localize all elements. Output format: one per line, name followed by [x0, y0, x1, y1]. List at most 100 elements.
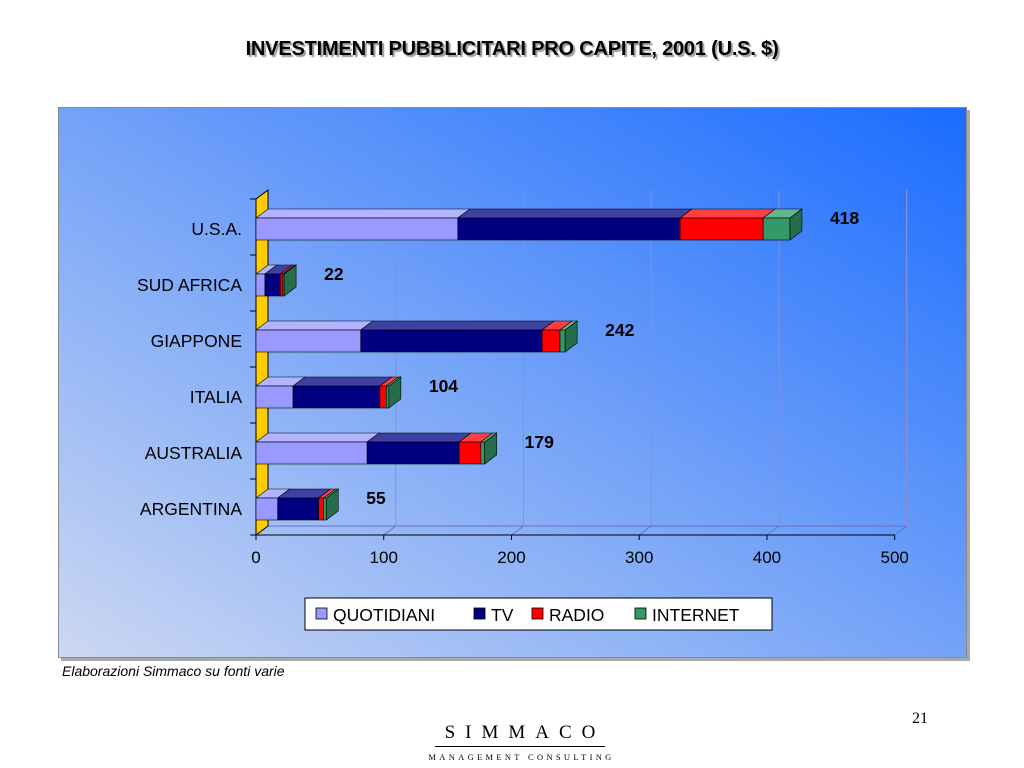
gridlines — [255, 190, 908, 536]
bar-front-face — [679, 217, 764, 241]
x-tick-label: 0 — [251, 548, 260, 567]
bar-tv — [366, 432, 473, 465]
bar-quotidiani — [255, 320, 374, 353]
bar-top-face — [359, 320, 556, 331]
bar-top-face — [255, 208, 471, 219]
bar-front-face — [277, 497, 319, 521]
bar-front-face — [323, 497, 327, 521]
x-tick-label: 300 — [625, 548, 653, 567]
y-category-label: AUSTRALIA — [145, 443, 243, 463]
x-tick-label: 500 — [881, 548, 909, 567]
legend-swatch — [315, 607, 328, 620]
logo-name: SIMMACO — [434, 722, 606, 747]
floor-gridline — [383, 525, 397, 536]
y-category-label: U.S.A. — [191, 219, 242, 239]
floor-gridline — [894, 525, 908, 536]
floor-gridline — [638, 525, 652, 536]
bar-front-face — [255, 273, 266, 297]
bar-end-face — [564, 320, 578, 353]
company-logo: SIMMACO MANAGEMENT CONSULTING — [400, 722, 640, 762]
bar-internet — [479, 432, 498, 465]
bar-radio — [541, 320, 573, 353]
bar-front-face — [255, 497, 279, 521]
legend-swatch — [634, 607, 647, 620]
bar-front-face — [559, 329, 566, 353]
bar-front-face — [457, 217, 681, 241]
bar-internet — [322, 488, 340, 521]
bar-end-face — [789, 208, 803, 241]
bar-top-face — [255, 320, 374, 331]
bar-top-face — [255, 432, 381, 443]
bar-end-face — [283, 264, 297, 297]
bars — [255, 208, 803, 521]
data-label: 418 — [830, 208, 859, 228]
data-label: 22 — [324, 264, 344, 284]
bar-front-face — [762, 217, 791, 241]
y-category-label: ARGENTINA — [140, 499, 242, 519]
bar-tv — [292, 376, 393, 409]
bar-tv — [264, 264, 294, 297]
bar-front-face — [255, 441, 368, 465]
legend-label: RADIO — [549, 605, 604, 625]
bar-front-face — [292, 385, 381, 409]
floor-gridline — [766, 525, 780, 536]
stacked-bar-chart: 0 100 200 300 400 500 U.S.A. 418 SUD AFRICA 22 GI… — [59, 108, 966, 657]
data-label: 179 — [525, 432, 554, 452]
bar-quotidiani — [255, 432, 381, 465]
bar-quotidiani — [255, 376, 306, 409]
bar-radio — [458, 432, 494, 465]
bar-front-face — [366, 441, 460, 465]
bar-top-face — [366, 432, 473, 443]
legend-swatch — [531, 607, 544, 620]
legend-label: QUOTIDIANI — [333, 605, 435, 625]
bar-end-face — [484, 432, 497, 465]
bar-tv — [456, 208, 693, 241]
legend-swatch — [473, 607, 486, 620]
slide-title: INVESTIMENTI PUBBLICITARI PRO CAPITE, 20… — [245, 38, 779, 60]
bar-front-face — [279, 273, 284, 297]
bar-internet — [385, 376, 402, 409]
bar-front-face — [379, 385, 387, 409]
bar-tv — [359, 320, 556, 353]
bar-front-face — [458, 441, 482, 465]
bar-tv — [276, 488, 332, 521]
bar-end-face — [325, 488, 339, 521]
plot-background — [59, 108, 966, 657]
page-number: 21 — [912, 710, 928, 727]
x-tick-label: 400 — [753, 548, 781, 567]
bar-top-face — [456, 208, 693, 219]
bar-top-face — [292, 376, 393, 387]
bar-front-face — [255, 385, 294, 409]
bar-front-face — [264, 273, 281, 297]
bar-radio — [679, 208, 777, 241]
bar-internet — [559, 320, 579, 353]
x-tick-label: 200 — [497, 548, 525, 567]
bar-top-face — [679, 208, 777, 219]
y-category-label: GIAPPONE — [151, 331, 242, 351]
data-label: 104 — [429, 376, 458, 396]
floor-gridline — [511, 525, 524, 536]
logo-tagline: MANAGEMENT CONSULTING — [428, 752, 615, 762]
bar-internet — [281, 264, 298, 297]
bar-front-face — [318, 497, 325, 521]
bar-internet — [762, 208, 803, 241]
side-wall — [255, 189, 269, 536]
labels: U.S.A. 418 SUD AFRICA 22 GIAPPONE 242 ITALIA 10… — [137, 208, 859, 519]
bar-front-face — [385, 385, 390, 409]
source-note: Elaborazioni Simmaco su fonti varie — [62, 663, 285, 679]
y-category-label: SUD AFRICA — [137, 275, 242, 295]
legend-label: INTERNET — [652, 605, 740, 625]
legend-label: TV — [491, 605, 514, 625]
bar-end-face — [388, 376, 402, 409]
bar-quotidiani — [255, 208, 471, 241]
data-label: 55 — [366, 488, 386, 508]
x-tick-label: 100 — [370, 548, 398, 567]
bar-front-face — [480, 441, 485, 465]
bar-front-face — [255, 217, 459, 241]
bar-front-face — [360, 329, 543, 353]
legend: QUOTIDIANI TV RADIO INTERNET — [304, 597, 773, 631]
data-label: 242 — [605, 320, 634, 340]
chart-area: 0 100 200 300 400 500 U.S.A. 418 SUD AFRICA 22 GI… — [58, 107, 967, 658]
bar-front-face — [541, 329, 561, 353]
y-category-label: ITALIA — [190, 387, 243, 407]
